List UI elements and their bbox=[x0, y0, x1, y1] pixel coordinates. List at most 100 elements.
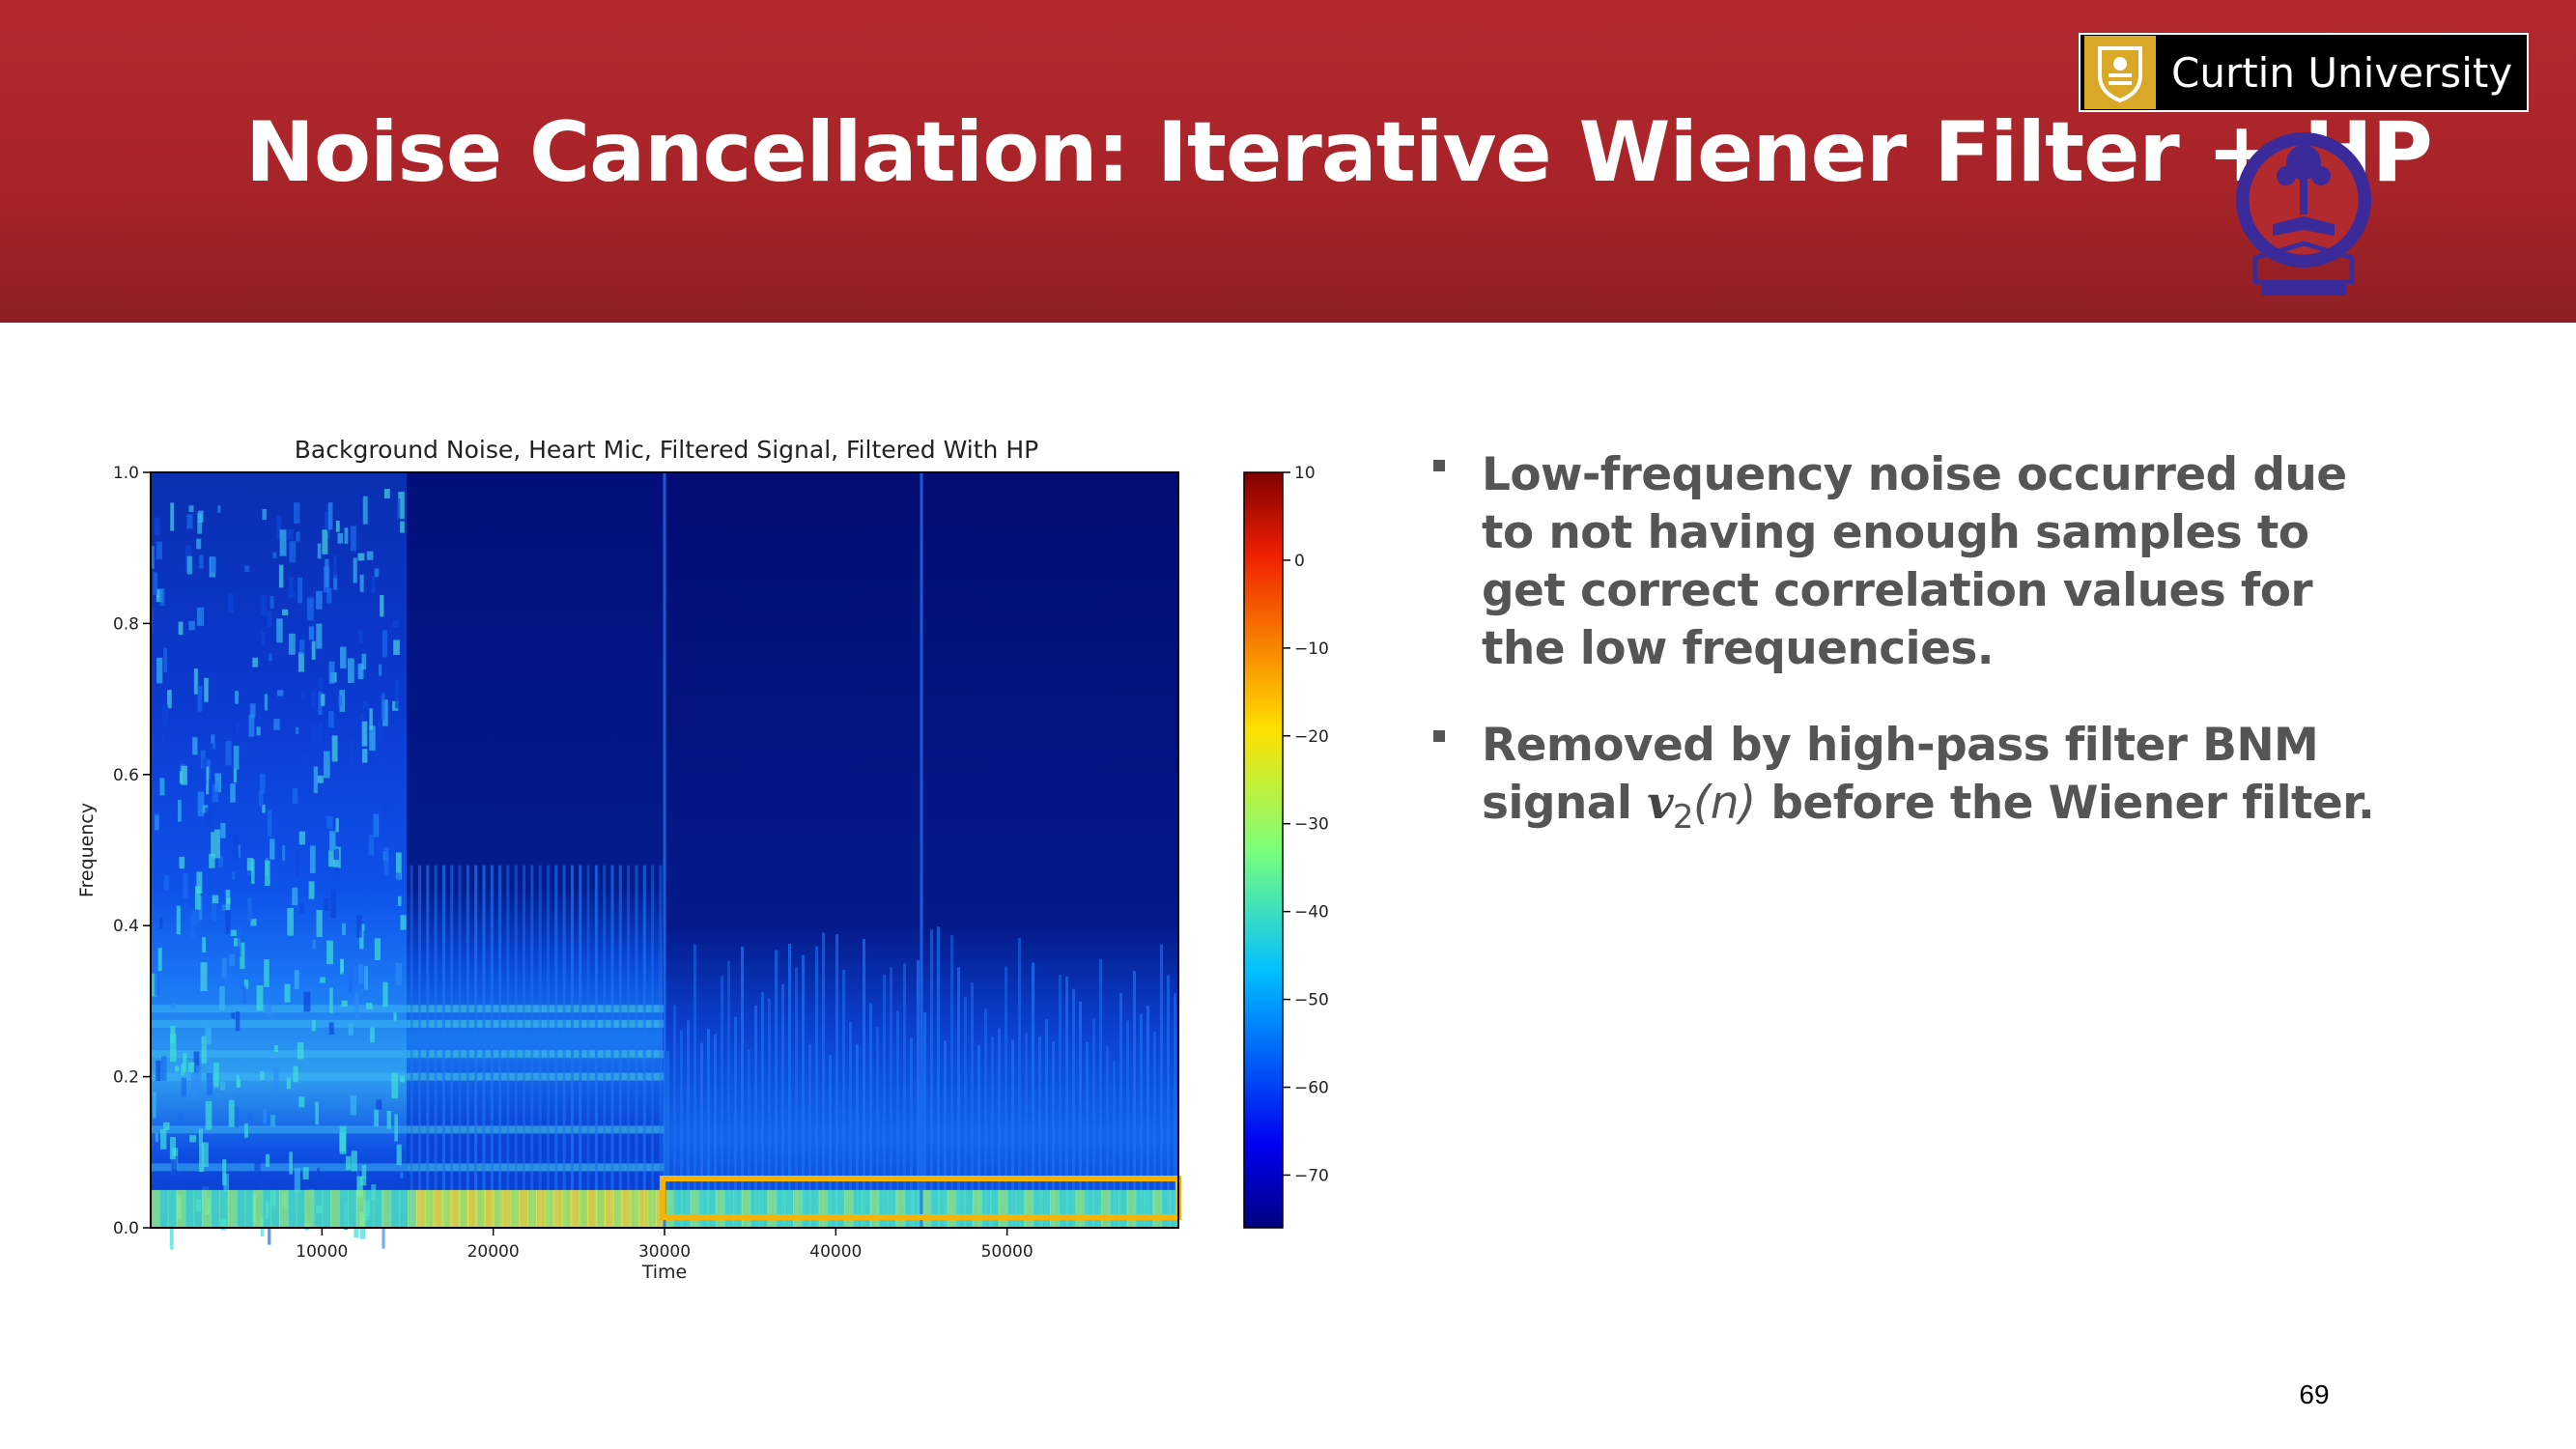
spectral-speckle bbox=[247, 1113, 253, 1122]
spectral-speckle bbox=[163, 875, 170, 891]
spectral-speckle bbox=[201, 1036, 208, 1064]
spectral-speckle bbox=[154, 517, 160, 535]
curtin-shield-icon bbox=[2084, 36, 2156, 109]
heartbeat-streak bbox=[610, 865, 614, 1228]
spectral-speckle bbox=[400, 1075, 405, 1083]
y-tick-label: 1.0 bbox=[113, 464, 139, 483]
heartbeat-streak bbox=[1011, 1039, 1014, 1228]
low-frequency-strip bbox=[913, 1189, 922, 1228]
heartbeat-streak bbox=[930, 929, 933, 1228]
spectral-speckle bbox=[326, 815, 333, 829]
spectral-speckle bbox=[178, 1112, 184, 1121]
heartbeat-streak bbox=[842, 969, 845, 1228]
low-frequency-strip bbox=[579, 1189, 589, 1228]
low-frequency-strip bbox=[853, 1189, 863, 1228]
low-frequency-strip bbox=[475, 1189, 486, 1228]
low-frequency-strip bbox=[561, 1189, 572, 1228]
colorbar-tick-label: −40 bbox=[1294, 903, 1329, 923]
heartbeat-streak bbox=[410, 865, 413, 1228]
low-frequency-strip bbox=[647, 1189, 658, 1228]
bullet-text-after: before the Wiener filter. bbox=[1755, 777, 2375, 830]
spectral-speckle bbox=[326, 587, 332, 604]
heartbeat-streak bbox=[594, 865, 598, 1228]
heartbeat-streak bbox=[554, 865, 558, 1228]
heartbeat-streak bbox=[714, 1034, 717, 1228]
low-frequency-strip bbox=[287, 1189, 297, 1228]
noise-band bbox=[408, 1072, 665, 1081]
low-frequency-strip bbox=[1041, 1189, 1051, 1228]
heartbeat-streak bbox=[903, 963, 906, 1228]
spectral-speckle bbox=[374, 938, 382, 960]
noise-band bbox=[408, 1163, 665, 1172]
low-frequency-strip bbox=[270, 1189, 280, 1228]
spectral-speckle bbox=[382, 699, 388, 726]
spectral-speckle bbox=[154, 971, 160, 996]
spectral-speckle bbox=[240, 942, 245, 970]
spectral-speckle bbox=[151, 973, 157, 997]
low-frequency-strip bbox=[861, 1189, 871, 1228]
spectral-speckle bbox=[179, 771, 184, 784]
spectral-speckle bbox=[266, 1004, 272, 1017]
spectral-speckle bbox=[287, 907, 294, 936]
spectral-speckle bbox=[189, 916, 195, 939]
spectral-speckle bbox=[371, 576, 376, 594]
low-frequency-strip bbox=[776, 1189, 786, 1228]
heartbeat-streak bbox=[1032, 962, 1034, 1228]
low-frequency-strip bbox=[433, 1189, 443, 1228]
low-frequency-strip bbox=[981, 1189, 991, 1228]
spectral-speckle bbox=[393, 639, 400, 655]
x-tick-label: 10000 bbox=[296, 1242, 348, 1262]
heartbeat-streak bbox=[1126, 1020, 1129, 1228]
spectral-speckle bbox=[287, 528, 294, 540]
spectral-speckle bbox=[262, 509, 267, 521]
low-frequency-strip bbox=[767, 1189, 778, 1228]
spectral-speckle bbox=[220, 1081, 226, 1091]
spectral-speckle bbox=[322, 797, 326, 804]
low-frequency-strip bbox=[1015, 1189, 1026, 1228]
spectral-speckle bbox=[359, 1177, 367, 1186]
spectral-speckle bbox=[213, 1063, 219, 1088]
spectral-speckle bbox=[328, 831, 336, 850]
spectral-speckle bbox=[289, 577, 294, 591]
low-frequency-strip bbox=[732, 1189, 743, 1228]
spectral-speckle bbox=[327, 850, 334, 867]
heartbeat-streak bbox=[1086, 1041, 1089, 1228]
heartbeat-streak bbox=[1059, 975, 1062, 1228]
spectral-speckle bbox=[301, 692, 305, 701]
spectral-speckle bbox=[317, 543, 322, 559]
heartbeat-streak bbox=[1065, 976, 1068, 1228]
spectral-speckle bbox=[324, 898, 330, 912]
y-axis-label: Frequency bbox=[76, 803, 98, 897]
spectral-speckle bbox=[302, 752, 309, 774]
low-frequency-strip bbox=[844, 1189, 855, 1228]
spectral-speckle bbox=[316, 590, 323, 610]
colorbar-ticks: 10 0 −10 −20 −30 −40 −50 −60 −70 bbox=[1283, 464, 1329, 1185]
heartbeat-streak bbox=[1025, 1032, 1028, 1228]
spectral-speckle bbox=[329, 987, 333, 1013]
low-frequency-strip bbox=[570, 1189, 580, 1228]
spectral-speckle bbox=[382, 1226, 385, 1249]
spectral-speckle bbox=[381, 693, 385, 721]
spectral-speckle bbox=[237, 928, 241, 957]
heartbeat-streak bbox=[1045, 1018, 1048, 1228]
spectral-speckle bbox=[260, 1070, 265, 1081]
spectral-speckle bbox=[308, 881, 315, 899]
spectral-speckle bbox=[374, 1109, 379, 1126]
spectral-speckle bbox=[181, 1077, 187, 1097]
spectral-speckle bbox=[296, 849, 299, 877]
low-frequency-strip bbox=[835, 1189, 846, 1228]
heartbeat-streak bbox=[434, 865, 438, 1228]
low-frequency-strip bbox=[809, 1189, 820, 1228]
heartbeat-streak bbox=[876, 1027, 879, 1228]
low-frequency-strip bbox=[955, 1189, 966, 1228]
spectral-speckle bbox=[282, 844, 286, 861]
spectral-speckle bbox=[317, 1168, 321, 1195]
spectral-speckle bbox=[356, 915, 362, 938]
spectral-speckle bbox=[261, 632, 266, 647]
spectral-speckle bbox=[335, 817, 339, 833]
heartbeat-streak bbox=[721, 976, 723, 1228]
spectral-speckle bbox=[159, 917, 163, 928]
low-frequency-strip bbox=[1161, 1189, 1172, 1228]
spectral-speckle bbox=[244, 1123, 248, 1138]
low-frequency-strip bbox=[510, 1189, 521, 1228]
